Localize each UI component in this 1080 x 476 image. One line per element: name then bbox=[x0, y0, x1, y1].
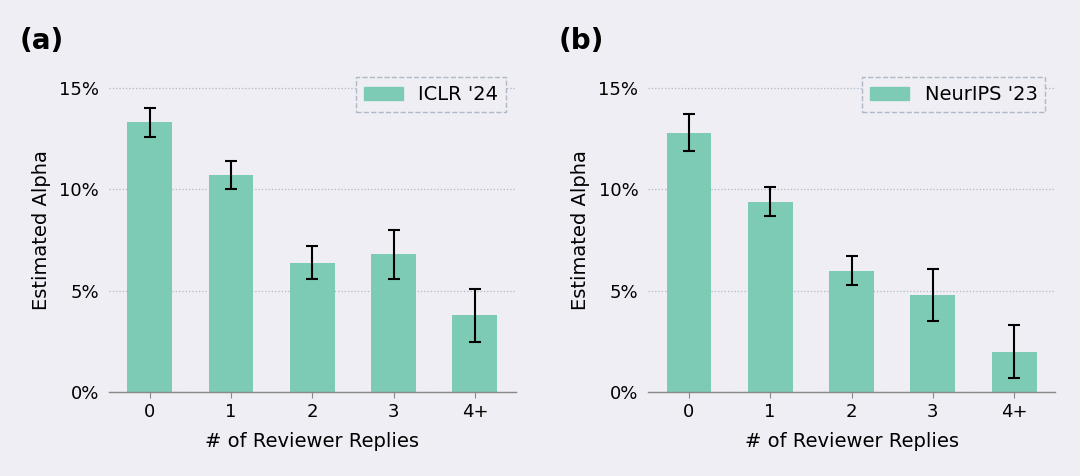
Y-axis label: Estimated Alpha: Estimated Alpha bbox=[31, 150, 51, 310]
Bar bbox=[453, 315, 497, 393]
Bar bbox=[372, 255, 416, 393]
Bar bbox=[127, 122, 172, 393]
Bar bbox=[666, 133, 712, 393]
Bar bbox=[289, 263, 335, 393]
Bar bbox=[208, 175, 253, 393]
Bar bbox=[747, 202, 793, 393]
Text: (a): (a) bbox=[19, 27, 64, 55]
Bar bbox=[829, 271, 874, 393]
Text: (b): (b) bbox=[558, 27, 604, 55]
Bar bbox=[991, 352, 1037, 393]
X-axis label: # of Reviewer Replies: # of Reviewer Replies bbox=[205, 432, 419, 451]
Legend: ICLR '24: ICLR '24 bbox=[356, 78, 505, 112]
Legend: NeurIPS '23: NeurIPS '23 bbox=[863, 78, 1045, 112]
Bar bbox=[910, 295, 955, 393]
X-axis label: # of Reviewer Replies: # of Reviewer Replies bbox=[744, 432, 959, 451]
Y-axis label: Estimated Alpha: Estimated Alpha bbox=[571, 150, 590, 310]
